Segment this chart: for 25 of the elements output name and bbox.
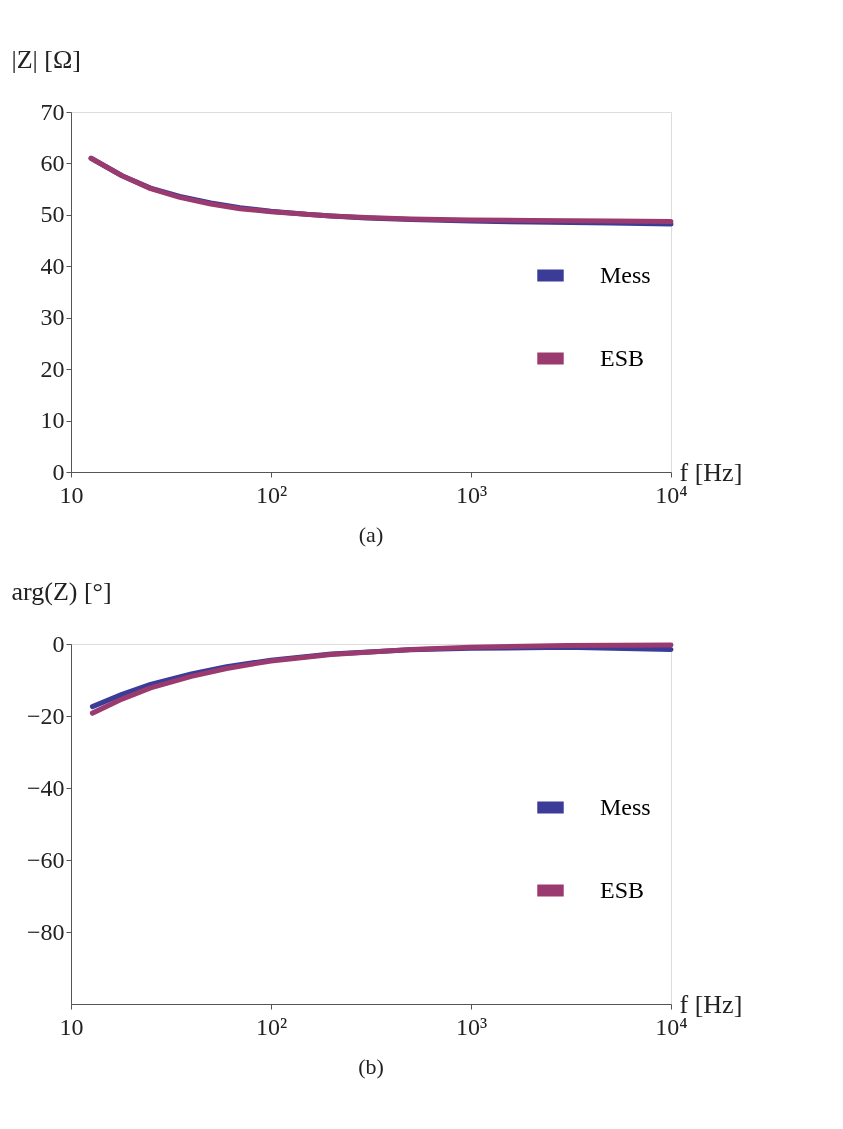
x-tick-label: 10³ — [455, 481, 488, 508]
legend-label: ESB — [600, 344, 645, 371]
y-tick-label: 50 — [40, 201, 65, 228]
x-tick-label: 10³ — [455, 1013, 488, 1040]
y-tick-label: −60 — [26, 846, 65, 873]
x-tick-label: 10² — [255, 481, 288, 508]
y-tick-label: 40 — [40, 252, 65, 279]
y-tick-label: −20 — [26, 702, 65, 729]
x-tick-label: 10² — [255, 1013, 288, 1040]
y-tick-label: 0 — [52, 458, 65, 485]
legend-label: Mess — [600, 793, 651, 820]
y-tick-label: −80 — [26, 918, 65, 945]
y-tick-label: 10 — [40, 407, 65, 434]
y-tick-label: 60 — [40, 149, 65, 176]
text: (b) — [358, 1054, 384, 1079]
y-axis-title: |Z| [Ω] — [11, 44, 81, 74]
y-tick-label: 20 — [40, 355, 65, 382]
legend-label: ESB — [600, 876, 645, 903]
y-tick-label: 0 — [52, 630, 65, 657]
y-tick-label: −40 — [26, 774, 65, 801]
y-axis-title: arg(Z) [°] — [11, 576, 112, 606]
text: (a) — [358, 522, 384, 547]
y-tick-label: 70 — [40, 98, 65, 125]
y-tick-label: 30 — [40, 304, 65, 331]
legend-label: Mess — [600, 261, 651, 288]
